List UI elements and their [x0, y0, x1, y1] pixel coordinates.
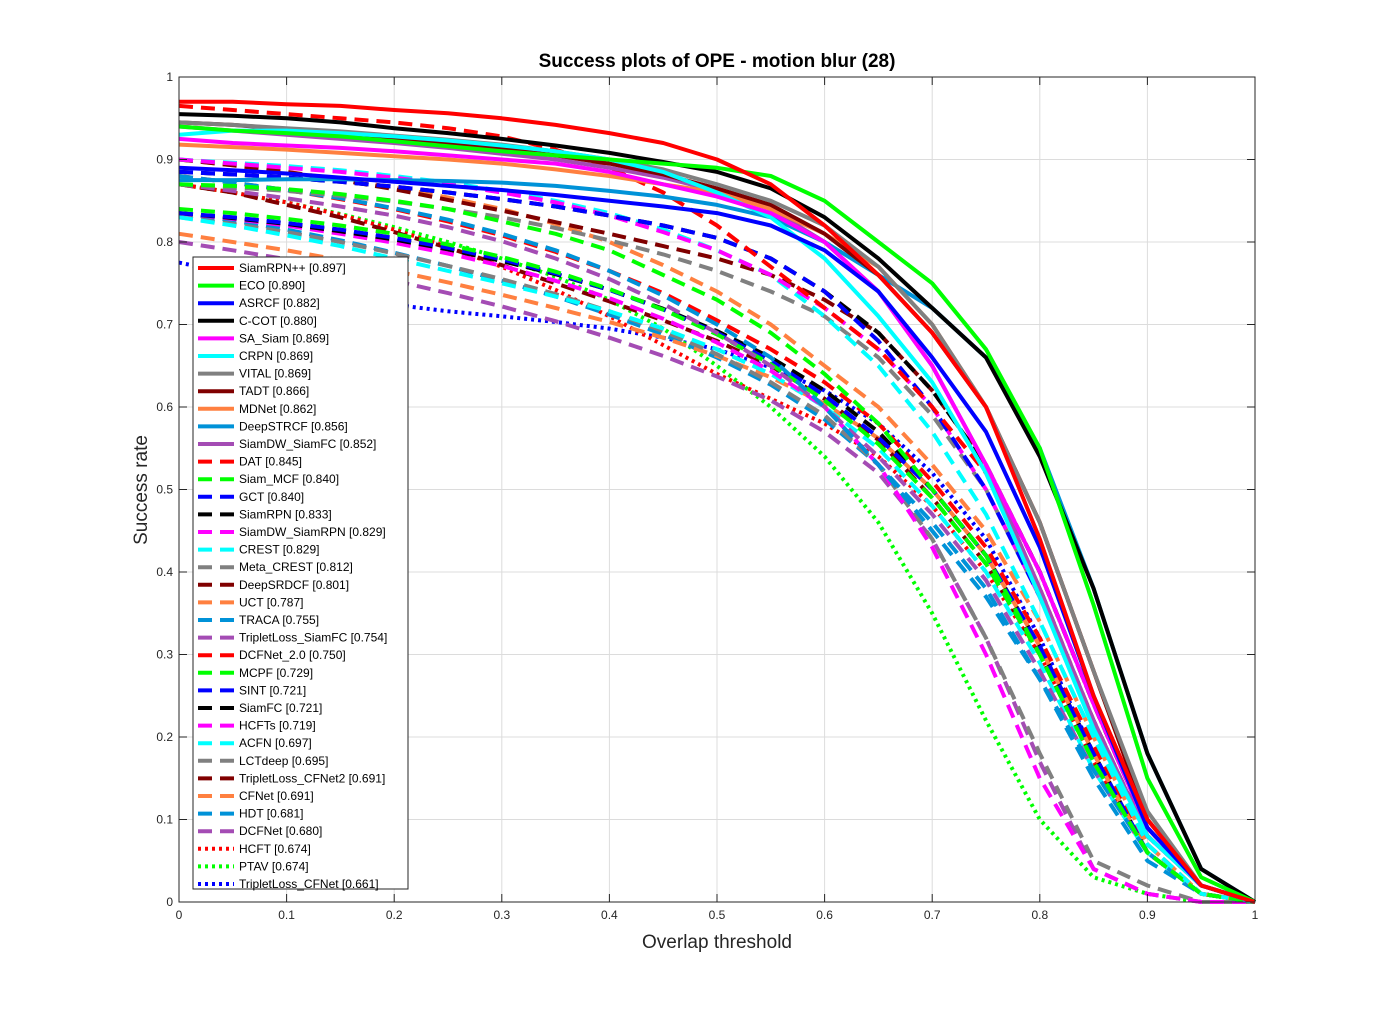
series-line-siamrpn- [179, 99, 1256, 904]
legend-label: VITAL [0.869] [239, 367, 311, 381]
y-tick-label: 0 [166, 895, 173, 909]
y-tick-label: 0.6 [156, 400, 173, 414]
legend-label: GCT [0.840] [239, 490, 304, 504]
legend-label: TripletLoss_SiamFC [0.754] [239, 631, 387, 645]
legend-label: SiamFC [0.721] [239, 701, 322, 715]
series-line-siam-mcf [178, 182, 1256, 904]
y-tick-label: 0.1 [156, 813, 173, 827]
legend-label: UCT [0.787] [239, 595, 303, 609]
legend-label: DCFNet [0.680] [239, 824, 322, 838]
chart-title: Success plots of OPE - motion blur (28) [539, 51, 896, 72]
y-tick-label: 0.3 [156, 648, 173, 662]
series-line-lctdeep [178, 215, 1255, 904]
legend-label: SiamRPN++ [0.897] [239, 261, 346, 275]
x-tick-label: 0.3 [493, 908, 510, 922]
x-tick-label: 0.6 [816, 908, 833, 922]
x-tick-label: 0.7 [924, 908, 941, 922]
legend-label: TripletLoss_CFNet2 [0.691] [239, 771, 385, 785]
y-tick-label: 0.7 [156, 318, 173, 332]
legend-label: PTAV [0.674] [239, 859, 309, 873]
legend-label: SiamDW_SiamRPN [0.829] [239, 525, 386, 539]
x-axis-label: Overlap threshold [642, 932, 792, 953]
legend-label: TADT [0.866] [239, 384, 309, 398]
x-tick-label: 0.5 [709, 908, 726, 922]
x-tick-label: 0.2 [386, 908, 403, 922]
series-line-traca [178, 174, 1256, 904]
legend-label: DCFNet_2.0 [0.750] [239, 648, 346, 662]
legend-label: Meta_CREST [0.812] [239, 560, 353, 574]
legend-label: SINT [0.721] [239, 683, 306, 697]
series-line-sa-siam [178, 136, 1256, 904]
series-group [178, 99, 1257, 904]
x-tick-label: 1 [1252, 908, 1259, 922]
legend-label: HCFT [0.674] [239, 842, 311, 856]
x-tick-label: 0.1 [278, 908, 295, 922]
x-tick-label: 0 [176, 908, 183, 922]
tick-labels: 0 0.1 0.2 0.3 0.4 0.5 0.6 0.7 0.8 0.9 1 0 0.1 0.2 0.3 0… [156, 70, 1258, 922]
y-tick-label: 0.2 [156, 730, 173, 744]
legend-label: LCTdeep [0.695] [239, 754, 328, 768]
series-line-crpn [178, 128, 1256, 904]
legend-label: TRACA [0.755] [239, 613, 319, 627]
series-line-c-cot [178, 112, 1257, 904]
legend-label: SiamDW_SiamFC [0.852] [239, 437, 376, 451]
legend-label: HDT [0.681] [239, 807, 303, 821]
y-tick-label: 0.8 [156, 235, 173, 249]
legend-label: ASRCF [0.882] [239, 296, 320, 310]
legend-label: C-COT [0.880] [239, 314, 317, 328]
x-tick-label: 0.8 [1031, 908, 1048, 922]
legend-label: MDNet [0.862] [239, 402, 316, 416]
legend-label: CFNet [0.691] [239, 789, 314, 803]
legend-label: ECO [0.890] [239, 279, 305, 293]
legend: SiamRPN++ [0.897] ECO [0.890] ASRCF [0.882… [192, 256, 409, 891]
x-tick-label: 0.9 [1139, 908, 1156, 922]
legend-label: DeepSRDCF [0.801] [239, 578, 349, 592]
x-tick-label: 0.4 [601, 908, 618, 922]
series-line-acfn [178, 215, 1256, 904]
legend-label: CRPN [0.869] [239, 349, 313, 363]
legend-label: MCPF [0.729] [239, 666, 313, 680]
y-tick-label: 0.4 [156, 565, 173, 579]
legend-label: DAT [0.845] [239, 455, 302, 469]
y-tick-label: 0.9 [156, 153, 173, 167]
legend-label: HCFTs [0.719] [239, 719, 316, 733]
y-axis-label: Success rate [131, 435, 152, 545]
legend-label: Siam_MCF [0.840] [239, 472, 339, 486]
y-tick-label: 1 [166, 70, 173, 84]
legend-box [192, 256, 409, 890]
series-line-hcfts [178, 211, 1255, 904]
legend-label: ACFN [0.697] [239, 736, 312, 750]
legend-label: DeepSTRCF [0.856] [239, 419, 348, 433]
legend-label: TripletLoss_CFNet [0.661] [239, 877, 379, 891]
legend-label: CREST [0.829] [239, 543, 319, 557]
series-line-tripletloss-siamfc [178, 182, 1256, 904]
y-tick-label: 0.5 [156, 483, 173, 497]
legend-label: SiamRPN [0.833] [239, 507, 332, 521]
legend-label: SA_Siam [0.869] [239, 331, 329, 345]
series-line-eco [178, 124, 1256, 904]
